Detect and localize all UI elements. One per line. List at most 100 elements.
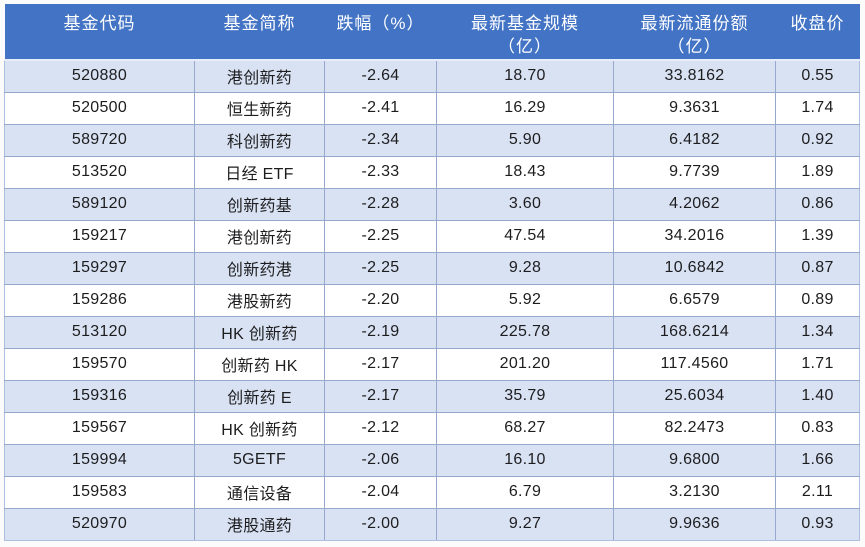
header-close-price-label: 收盘价 (790, 14, 845, 33)
header-fund-name-label: 基金简称 (223, 14, 296, 33)
fund-scale-cell: 225.78 (436, 315, 614, 349)
header-circulating-shares: 最新流通份额 （亿） (613, 4, 776, 61)
fund-code-cell: 520970 (4, 507, 195, 541)
fund-code-cell: 513120 (4, 315, 195, 349)
fund-scale-cell: 68.27 (436, 411, 614, 445)
fund-name-cell: 港股通药 (194, 507, 325, 541)
fund-code-cell: 589120 (4, 187, 195, 221)
table-row: 589720 科创新药 -2.34 5.90 6.4182 0.92 (4, 123, 860, 157)
fund-name-cell: 创新药 HK (194, 347, 325, 381)
circulating-shares-cell: 10.6842 (613, 251, 776, 285)
table-row: 513120 HK 创新药 -2.19 225.78 168.6214 1.34 (4, 315, 860, 349)
close-price-cell: 0.86 (775, 187, 860, 221)
change-pct-cell: -2.17 (324, 347, 437, 381)
table-row: 159994 5GETF -2.06 16.10 9.6800 1.66 (4, 443, 860, 477)
circulating-shares-cell: 34.2016 (613, 219, 776, 253)
circulating-shares-cell: 4.2062 (613, 187, 776, 221)
fund-name-cell: HK 创新药 (194, 315, 325, 349)
fund-scale-cell: 47.54 (436, 219, 614, 253)
change-pct-cell: -2.33 (324, 155, 437, 189)
fund-scale-cell: 5.90 (436, 123, 614, 157)
change-pct-cell: -2.25 (324, 251, 437, 285)
fund-code-cell: 159286 (4, 283, 195, 317)
fund-code-cell: 513520 (4, 155, 195, 189)
change-pct-cell: -2.28 (324, 187, 437, 221)
header-fund-code: 基金代码 (4, 4, 195, 61)
change-pct-cell: -2.04 (324, 475, 437, 509)
fund-scale-cell: 9.28 (436, 251, 614, 285)
circulating-shares-cell: 33.8162 (613, 59, 776, 93)
header-fund-scale-label: 最新基金规模 (471, 14, 579, 33)
fund-code-cell: 520880 (4, 59, 195, 93)
fund-name-cell: 创新药基 (194, 187, 325, 221)
header-fund-code-label: 基金代码 (63, 14, 136, 33)
fund-name-cell: 日经 ETF (194, 155, 325, 189)
change-pct-cell: -2.25 (324, 219, 437, 253)
fund-scale-cell: 5.92 (436, 283, 614, 317)
close-price-cell: 1.39 (775, 219, 860, 253)
fund-code-cell: 159570 (4, 347, 195, 381)
table-row: 589120 创新药基 -2.28 3.60 4.2062 0.86 (4, 187, 860, 221)
fund-scale-cell: 35.79 (436, 379, 614, 413)
fund-name-cell: 港股新药 (194, 283, 325, 317)
circulating-shares-cell: 82.2473 (613, 411, 776, 445)
close-price-cell: 0.93 (775, 507, 860, 541)
fund-code-cell: 159297 (4, 251, 195, 285)
table-row: 520880 港创新药 -2.64 18.70 33.8162 0.55 (4, 59, 860, 93)
change-pct-cell: -2.00 (324, 507, 437, 541)
fund-name-cell: 创新药港 (194, 251, 325, 285)
fund-scale-cell: 16.10 (436, 443, 614, 477)
fund-scale-cell: 6.79 (436, 475, 614, 509)
close-price-cell: 1.74 (775, 91, 860, 125)
fund-name-cell: HK 创新药 (194, 411, 325, 445)
change-pct-cell: -2.41 (324, 91, 437, 125)
fund-name-cell: 科创新药 (194, 123, 325, 157)
table-row: 159583 通信设备 -2.04 6.79 3.2130 2.11 (4, 475, 860, 509)
circulating-shares-cell: 168.6214 (613, 315, 776, 349)
fund-name-cell: 创新药 E (194, 379, 325, 413)
close-price-cell: 0.87 (775, 251, 860, 285)
fund-name-cell: 恒生新药 (194, 91, 325, 125)
header-circulating-shares-label: 最新流通份额 (640, 14, 749, 33)
close-price-cell: 1.89 (775, 155, 860, 189)
table-row: 159286 港股新药 -2.20 5.92 6.6579 0.89 (4, 283, 860, 317)
circulating-shares-cell: 25.6034 (613, 379, 776, 413)
fund-code-cell: 159994 (4, 443, 195, 477)
circulating-shares-cell: 9.6800 (613, 443, 776, 477)
change-pct-cell: -2.34 (324, 123, 437, 157)
circulating-shares-cell: 6.6579 (613, 283, 776, 317)
fund-table-container: 基金代码 基金简称 跌幅（%） 最新基金规模 （亿） 最新流通份额 （ (4, 4, 860, 541)
fund-table: 基金代码 基金简称 跌幅（%） 最新基金规模 （亿） 最新流通份额 （ (4, 4, 860, 541)
fund-code-cell: 159583 (4, 475, 195, 509)
change-pct-cell: -2.20 (324, 283, 437, 317)
fund-code-cell: 159316 (4, 379, 195, 413)
close-price-cell: 1.71 (775, 347, 860, 381)
fund-scale-cell: 18.70 (436, 59, 614, 93)
table-row: 159570 创新药 HK -2.17 201.20 117.4560 1.71 (4, 347, 860, 381)
header-change-pct-label: 跌幅（%） (336, 14, 425, 33)
fund-name-cell: 5GETF (194, 443, 325, 477)
table-row: 159567 HK 创新药 -2.12 68.27 82.2473 0.83 (4, 411, 860, 445)
close-price-cell: 0.89 (775, 283, 860, 317)
circulating-shares-cell: 117.4560 (613, 347, 776, 381)
change-pct-cell: -2.12 (324, 411, 437, 445)
header-close-price: 收盘价 (775, 4, 860, 61)
change-pct-cell: -2.06 (324, 443, 437, 477)
fund-name-cell: 港创新药 (194, 59, 325, 93)
fund-scale-cell: 201.20 (436, 347, 614, 381)
close-price-cell: 0.83 (775, 411, 860, 445)
fund-code-cell: 520500 (4, 91, 195, 125)
header-fund-name: 基金简称 (194, 4, 325, 61)
close-price-cell: 1.40 (775, 379, 860, 413)
fund-scale-cell: 16.29 (436, 91, 614, 125)
fund-scale-cell: 3.60 (436, 187, 614, 221)
table-row: 513520 日经 ETF -2.33 18.43 9.7739 1.89 (4, 155, 860, 189)
fund-code-cell: 159567 (4, 411, 195, 445)
close-price-cell: 0.55 (775, 59, 860, 93)
circulating-shares-cell: 9.3631 (613, 91, 776, 125)
fund-code-cell: 159217 (4, 219, 195, 253)
fund-name-cell: 港创新药 (194, 219, 325, 253)
header-row: 基金代码 基金简称 跌幅（%） 最新基金规模 （亿） 最新流通份额 （ (4, 4, 860, 61)
table-row: 520500 恒生新药 -2.41 16.29 9.3631 1.74 (4, 91, 860, 125)
header-circulating-shares-sublabel: （亿） (667, 37, 722, 56)
